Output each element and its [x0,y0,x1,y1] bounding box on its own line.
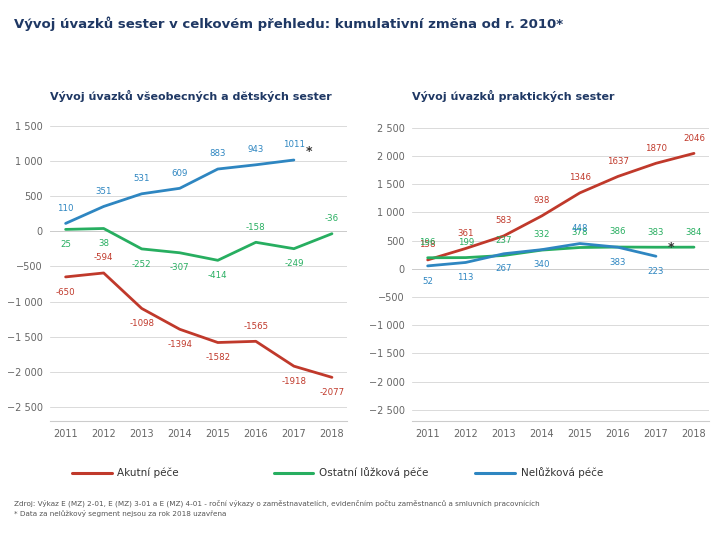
Text: Zdroj: Výkaz E (MZ) 2-01, E (MZ) 3-01 a E (MZ) 4-01 - roční výkazy o zaměstnavat: Zdroj: Výkaz E (MZ) 2-01, E (MZ) 3-01 a … [14,500,540,507]
Text: Vývoj úvazků sester v celkovém přehledu: kumulativní změna od r. 2010*: Vývoj úvazků sester v celkovém přehledu:… [14,16,564,31]
Text: -1565: -1565 [243,322,269,330]
Text: 361: 361 [457,229,474,238]
Text: -36: -36 [325,214,339,223]
Text: 1011: 1011 [283,140,305,150]
Text: *: * [305,145,312,158]
Text: 2046: 2046 [683,134,705,143]
Text: -1582: -1582 [205,353,230,362]
Text: 938: 938 [534,196,550,205]
Text: 237: 237 [495,236,512,245]
Text: 1346: 1346 [569,173,591,182]
Text: 113: 113 [457,273,474,282]
Text: 883: 883 [210,150,226,158]
Text: 531: 531 [133,174,150,183]
Text: * Data za nelůžkový segment nejsou za rok 2018 uzavřena: * Data za nelůžkový segment nejsou za ro… [14,510,227,517]
Text: 38: 38 [98,239,109,248]
Text: -1394: -1394 [167,340,192,349]
Text: 386: 386 [610,227,626,237]
Text: 1637: 1637 [607,157,629,166]
Text: 110: 110 [58,204,74,213]
Text: 332: 332 [534,231,550,239]
Text: Vývoj úvazků praktických sester: Vývoj úvazků praktických sester [413,90,615,102]
Text: Ostatní lůžková péče: Ostatní lůžková péče [319,467,428,478]
Text: 609: 609 [171,168,188,178]
Text: *: * [667,241,674,254]
Text: 199: 199 [458,238,474,247]
Text: -2077: -2077 [320,388,344,397]
Text: 1870: 1870 [645,144,667,153]
Text: -414: -414 [208,271,228,280]
Text: 383: 383 [610,258,626,267]
Text: 25: 25 [60,240,71,249]
Text: -158: -158 [246,222,266,232]
Text: Akutní péče: Akutní péče [117,467,179,478]
Text: 378: 378 [572,228,588,237]
Text: 943: 943 [248,145,264,154]
Text: 158: 158 [420,240,436,249]
Text: 223: 223 [648,267,664,276]
Text: -252: -252 [132,260,151,268]
Text: 383: 383 [648,227,664,237]
Text: 196: 196 [420,238,436,247]
Text: 340: 340 [534,260,550,269]
Text: -307: -307 [170,264,189,272]
Text: -1918: -1918 [282,377,307,386]
Text: 267: 267 [495,265,512,273]
Text: -650: -650 [56,288,76,296]
Text: Vývoj úvazků všeobecných a dětských sester: Vývoj úvazků všeobecných a dětských sest… [50,90,332,102]
Text: Nelůžková péče: Nelůžková péče [521,467,603,478]
Text: 52: 52 [422,276,433,286]
Text: 448: 448 [572,224,588,233]
Text: -1098: -1098 [129,319,154,328]
Text: -594: -594 [94,253,114,262]
Text: 351: 351 [96,187,112,196]
Text: 384: 384 [685,227,702,237]
Text: -249: -249 [284,259,304,268]
Text: 583: 583 [495,217,512,225]
